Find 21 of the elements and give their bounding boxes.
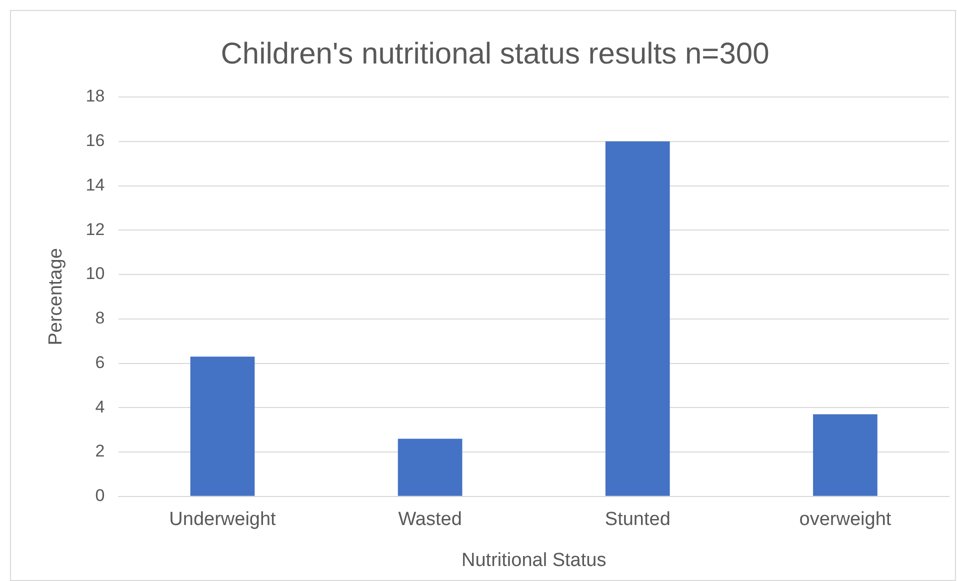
chart-title: Children's nutritional status results n=300 bbox=[220, 37, 770, 70]
y-tick-label: 16 bbox=[86, 131, 105, 150]
y-tick-label: 2 bbox=[95, 442, 105, 461]
bar bbox=[398, 438, 462, 496]
y-tick-label: 14 bbox=[86, 175, 105, 194]
bar bbox=[605, 141, 670, 496]
y-tick-label: 0 bbox=[95, 486, 105, 506]
y-tick-label: 12 bbox=[86, 220, 105, 239]
y-tick-label: 8 bbox=[95, 308, 105, 328]
bar bbox=[813, 414, 878, 496]
x-axis-title: Nutritional Status bbox=[462, 550, 606, 571]
y-axis-title: Percentage bbox=[46, 248, 67, 346]
x-tick-label: Underweight bbox=[169, 509, 277, 530]
y-tick-label: 4 bbox=[95, 397, 105, 416]
y-tick-label: 10 bbox=[86, 264, 105, 284]
x-tick-label: Wasted bbox=[398, 509, 462, 530]
x-tick-label: Stunted bbox=[604, 509, 670, 530]
bar bbox=[190, 356, 255, 496]
y-tick-label: 18 bbox=[86, 86, 105, 106]
x-tick-label: overweight bbox=[799, 509, 892, 530]
y-tick-label: 6 bbox=[95, 352, 105, 372]
